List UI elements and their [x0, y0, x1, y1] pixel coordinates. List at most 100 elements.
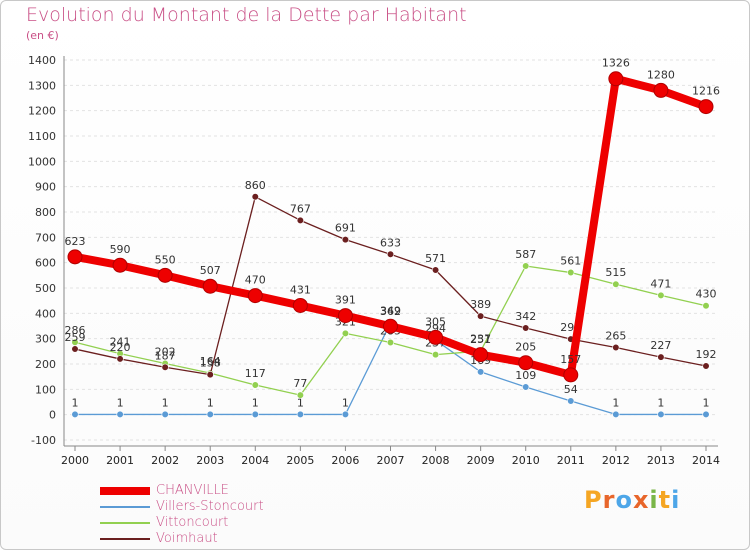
- data-point: [296, 410, 304, 419]
- data-point: [653, 82, 669, 98]
- data-point: [251, 193, 259, 201]
- data-point: [71, 345, 79, 353]
- data-point: [522, 324, 530, 332]
- data-point: [473, 347, 489, 363]
- y-tick-label: 700: [35, 231, 56, 244]
- data-label: 237: [470, 333, 491, 346]
- data-point: [522, 383, 530, 391]
- data-point: [431, 351, 440, 359]
- data-label: 1: [207, 396, 214, 409]
- x-tick-label: 2003: [196, 454, 224, 467]
- data-point: [657, 291, 665, 299]
- data-label: 633: [380, 236, 401, 249]
- data-point: [657, 410, 665, 419]
- x-tick-label: 2014: [692, 454, 720, 467]
- legend-swatch: [100, 506, 150, 508]
- legend-label: Vittoncourt: [156, 515, 229, 530]
- data-label: 294: [425, 322, 446, 335]
- x-tick-label: 2009: [467, 454, 495, 467]
- x-tick-label: 2000: [61, 454, 89, 467]
- data-label: 431: [290, 283, 311, 296]
- data-label: 54: [564, 383, 578, 396]
- data-label: 1: [342, 396, 349, 409]
- y-tick-label: 0: [49, 409, 56, 422]
- data-point: [702, 362, 710, 370]
- data-point: [341, 329, 350, 337]
- legend-item: Vittoncourt: [100, 515, 264, 531]
- data-point: [202, 278, 218, 294]
- data-label: 342: [515, 310, 536, 323]
- data-point: [428, 329, 444, 345]
- data-label: 157: [560, 353, 581, 366]
- data-point: [157, 267, 173, 283]
- data-label: 1: [703, 396, 710, 409]
- data-label: 767: [290, 202, 311, 215]
- data-point: [567, 268, 575, 277]
- data-label: 1: [252, 396, 259, 409]
- data-point: [206, 371, 214, 379]
- data-point: [161, 363, 169, 371]
- data-label: 305: [425, 315, 446, 328]
- y-tick-label: 900: [35, 181, 56, 194]
- data-point: [71, 410, 79, 419]
- data-point: [612, 410, 620, 419]
- data-point: [386, 338, 395, 347]
- x-tick-label: 2011: [557, 454, 585, 467]
- data-label: 389: [470, 298, 491, 311]
- x-tick-label: 2001: [106, 454, 134, 467]
- y-tick-label: 500: [35, 282, 56, 295]
- x-tick-label: 2006: [331, 454, 359, 467]
- y-tick-label: 300: [35, 333, 56, 346]
- data-label: 1: [72, 396, 79, 409]
- legend-label: Voimhaut: [156, 531, 218, 546]
- data-label: 1: [657, 396, 664, 409]
- x-tick-label: 2005: [286, 454, 314, 467]
- logo-letter: i: [671, 486, 681, 514]
- data-point: [522, 262, 530, 270]
- data-label: 227: [650, 339, 671, 352]
- data-point: [431, 266, 440, 274]
- y-tick-label: 1000: [28, 155, 56, 168]
- data-point: [116, 410, 124, 419]
- data-label: 220: [110, 341, 131, 354]
- logo-letter: P: [584, 486, 603, 514]
- series-voimhaut: 2592201871588607676916335713893422982652…: [65, 179, 717, 379]
- data-point: [608, 71, 624, 87]
- data-label: 391: [335, 294, 356, 307]
- data-point: [112, 257, 128, 273]
- data-label: 164: [200, 355, 221, 368]
- data-label: 1: [117, 396, 124, 409]
- data-label: 1326: [602, 57, 630, 70]
- legend-swatch: [100, 487, 150, 495]
- data-label: 192: [696, 348, 717, 361]
- data-point: [567, 397, 575, 405]
- legend-label: CHANVILLE: [156, 483, 229, 498]
- y-tick-label: 1400: [28, 54, 56, 67]
- logo-letter: o: [615, 486, 633, 514]
- data-label: 587: [515, 248, 536, 261]
- data-point: [296, 391, 304, 399]
- data-point: [518, 355, 534, 371]
- data-label: 117: [245, 367, 266, 380]
- data-label: 691: [335, 222, 356, 235]
- x-tick-label: 2004: [241, 454, 269, 467]
- data-label: 202: [155, 345, 176, 358]
- data-point: [341, 410, 350, 419]
- legend-swatch: [100, 522, 150, 524]
- data-label: 286: [65, 324, 86, 337]
- y-tick-label: 100: [35, 383, 56, 396]
- logo-letter: r: [602, 486, 616, 514]
- proxiti-logo: Proxiti: [584, 486, 680, 514]
- y-tick-label: 400: [35, 307, 56, 320]
- x-tick-label: 2002: [151, 454, 179, 467]
- data-label: 571: [425, 252, 446, 265]
- y-tick-label: 1200: [28, 105, 56, 118]
- data-point: [341, 236, 350, 244]
- x-tick-label: 2013: [647, 454, 675, 467]
- data-point: [657, 353, 665, 361]
- data-point: [386, 250, 395, 258]
- chart-title: Evolution du Montant de la Dette par Hab…: [26, 4, 467, 26]
- data-point: [206, 410, 214, 419]
- data-point: [251, 410, 259, 419]
